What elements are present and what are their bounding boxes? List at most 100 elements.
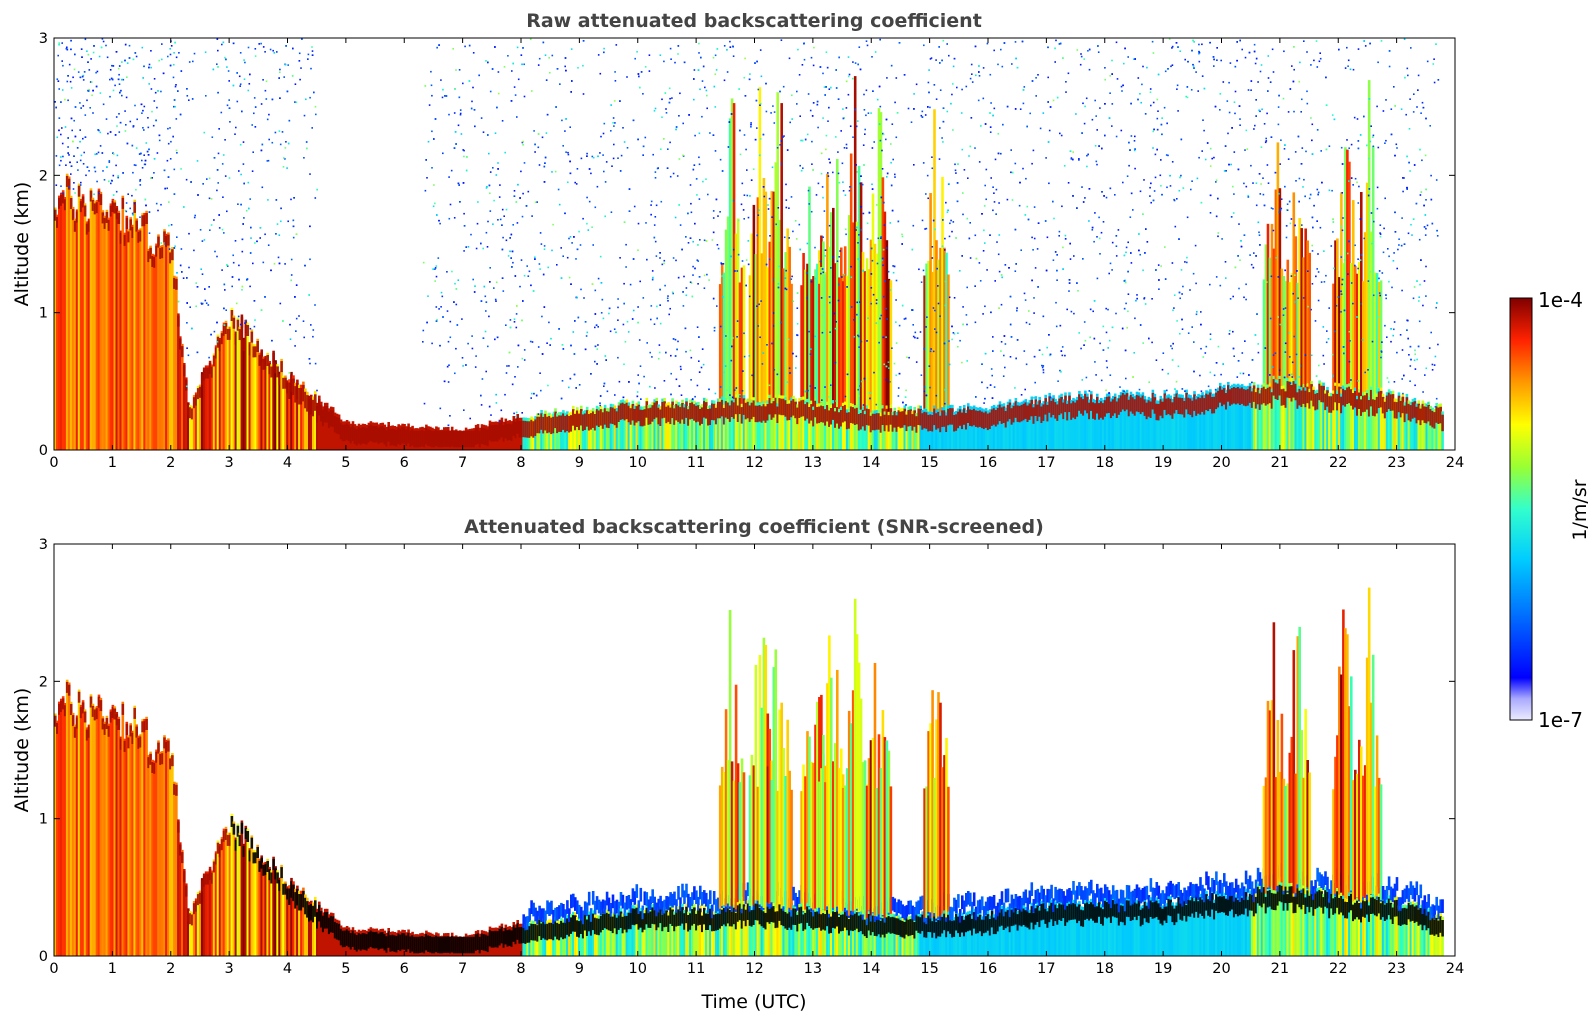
heatmap-cell	[723, 79, 726, 82]
heatmap-cell	[614, 122, 616, 124]
heatmap-cell	[462, 430, 466, 448]
heatmap-cell	[302, 381, 305, 450]
heatmap-cell	[974, 321, 977, 324]
heatmap-cell	[762, 352, 765, 354]
heatmap-cell	[706, 273, 708, 276]
heatmap-cell	[427, 140, 430, 143]
heatmap-cell	[1066, 308, 1068, 311]
heatmap-cell	[923, 408, 926, 450]
heatmap-cell	[766, 400, 770, 450]
heatmap-cell	[438, 308, 440, 310]
heatmap-cell	[825, 134, 828, 137]
heatmap-cell	[448, 364, 450, 366]
heatmap-cell	[61, 190, 65, 450]
heatmap-cell	[531, 341, 534, 343]
heatmap-cell	[83, 151, 85, 154]
heatmap-cell	[305, 98, 307, 101]
heatmap-cell	[448, 217, 451, 220]
heatmap-cell	[267, 199, 269, 201]
heatmap-cell	[127, 231, 130, 243]
heatmap-cell	[236, 319, 240, 331]
heatmap-cell	[1356, 273, 1359, 396]
heatmap-cell	[705, 398, 708, 450]
heatmap-cell	[666, 297, 669, 300]
heatmap-cell	[1265, 137, 1267, 140]
heatmap-cell	[742, 370, 744, 372]
heatmap-cell	[629, 408, 633, 425]
heatmap-cell	[1128, 164, 1130, 167]
heatmap-cell	[1316, 393, 1319, 410]
heatmap-cell	[1151, 393, 1155, 410]
heatmap-cell	[1205, 393, 1208, 411]
heatmap-cell	[1190, 188, 1192, 191]
heatmap-cell	[1407, 403, 1411, 421]
heatmap-cell	[917, 405, 920, 450]
heatmap-cell	[752, 400, 756, 417]
heatmap-cell	[1123, 62, 1125, 65]
heatmap-cell	[431, 130, 433, 133]
heatmap-cell	[575, 183, 578, 185]
heatmap-cell	[836, 407, 839, 424]
heatmap-cell	[1167, 394, 1170, 450]
heatmap-cell	[775, 223, 777, 226]
heatmap-cell	[599, 395, 602, 397]
heatmap-cell	[1282, 385, 1286, 450]
heatmap-cell	[1278, 379, 1282, 396]
heatmap-cell	[1371, 340, 1374, 343]
heatmap-cell	[854, 62, 857, 64]
heatmap-cell	[111, 201, 115, 212]
heatmap-cell	[1014, 41, 1017, 43]
heatmap-cell	[149, 247, 152, 259]
heatmap-cell	[262, 358, 265, 370]
heatmap-cell	[961, 88, 963, 91]
heatmap-cell	[1274, 382, 1278, 399]
heatmap-cell	[785, 269, 787, 272]
heatmap-cell	[834, 408, 837, 450]
heatmap-cell	[669, 141, 671, 144]
heatmap-cell	[663, 401, 666, 418]
heatmap-cell	[1057, 380, 1059, 382]
heatmap-cell	[1373, 399, 1377, 417]
heatmap-cell	[895, 136, 898, 139]
heatmap-cell	[650, 305, 653, 307]
heatmap-cell	[1322, 382, 1325, 450]
heatmap-cell	[309, 173, 311, 175]
heatmap-cell	[1391, 390, 1395, 450]
heatmap-cell	[801, 64, 804, 66]
heatmap-cell	[505, 239, 508, 242]
heatmap-cell	[841, 162, 844, 165]
heatmap-cell	[1247, 89, 1250, 91]
heatmap-cell	[1407, 74, 1409, 77]
heatmap-cell	[1221, 238, 1223, 240]
heatmap-cell	[1360, 192, 1363, 397]
heatmap-cell	[461, 357, 464, 359]
heatmap-cell	[659, 288, 661, 291]
heatmap-cell	[965, 85, 968, 88]
heatmap-cell	[1434, 406, 1437, 408]
heatmap-cell	[1262, 193, 1265, 196]
heatmap-cell	[1433, 408, 1436, 450]
heatmap-cell	[1414, 384, 1416, 387]
heatmap-cell	[333, 415, 337, 433]
heatmap-cell	[1348, 161, 1351, 384]
heatmap-cell	[1352, 302, 1354, 305]
heatmap-cell	[162, 72, 165, 75]
heatmap-cell	[71, 129, 73, 132]
heatmap-cell	[612, 122, 614, 124]
heatmap-cell	[151, 177, 153, 179]
heatmap-cell	[512, 224, 514, 226]
heatmap-cell	[865, 40, 868, 42]
heatmap-cell	[845, 147, 848, 149]
heatmap-cell	[250, 331, 254, 343]
heatmap-cell	[1257, 81, 1259, 83]
heatmap-cell	[1225, 277, 1227, 279]
heatmap-cell	[1068, 282, 1071, 284]
heatmap-cell	[658, 351, 661, 354]
heatmap-cell	[780, 395, 783, 450]
heatmap-cell	[906, 356, 908, 359]
heatmap-cell	[1014, 162, 1017, 165]
heatmap-cell	[945, 201, 947, 204]
heatmap-cell	[788, 400, 791, 450]
heatmap-cell	[1143, 396, 1147, 450]
heatmap-cell	[772, 325, 775, 327]
